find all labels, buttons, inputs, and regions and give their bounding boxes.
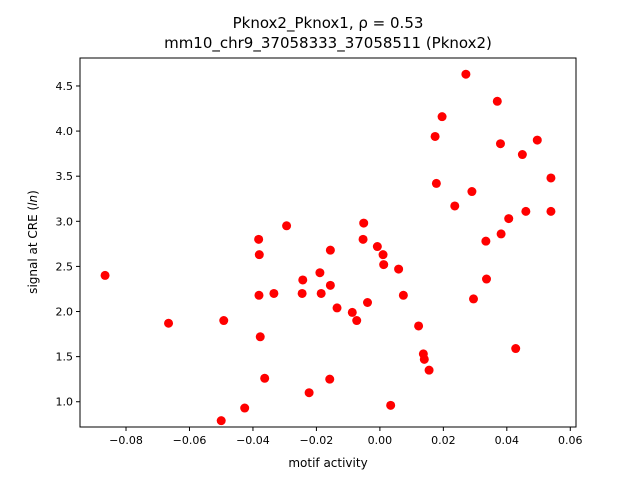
data-point xyxy=(492,96,502,106)
data-point xyxy=(517,150,527,160)
x-tick-label: −0.06 xyxy=(173,434,207,447)
data-point xyxy=(260,373,270,383)
data-points xyxy=(100,69,556,426)
data-point xyxy=(379,260,389,270)
data-point xyxy=(481,236,491,246)
x-tick-label: 0.06 xyxy=(558,434,583,447)
data-point xyxy=(100,270,110,280)
chart-title-line1: Pknox2_Pknox1, ρ = 0.53 xyxy=(233,14,424,33)
y-tick-label: 2.5 xyxy=(56,260,74,273)
data-point xyxy=(378,250,388,260)
data-point xyxy=(325,280,335,290)
data-point xyxy=(546,173,556,183)
x-tick-label: −0.08 xyxy=(109,434,143,447)
data-point xyxy=(398,290,408,300)
data-point xyxy=(282,221,292,231)
data-point xyxy=(521,206,531,216)
data-point xyxy=(254,290,264,300)
x-tick-label: 0.02 xyxy=(431,434,456,447)
data-point xyxy=(347,307,357,317)
data-point xyxy=(461,69,471,79)
data-point xyxy=(254,250,264,260)
y-tick-label: 1.0 xyxy=(56,396,74,409)
data-point xyxy=(511,344,521,354)
data-point xyxy=(255,332,265,342)
x-tick-label: −0.02 xyxy=(300,434,334,447)
y-axis-ticks: 1.0 1.5 2.0 2.5 3.0 3.5 4.0 4.5 xyxy=(56,80,80,409)
y-axis-label: signal at CRE (ln) xyxy=(26,190,40,294)
data-point xyxy=(430,131,440,141)
data-point xyxy=(325,374,335,384)
y-tick-label: 4.0 xyxy=(56,125,74,138)
data-point xyxy=(386,400,396,410)
data-point xyxy=(358,234,368,244)
data-point xyxy=(372,242,382,252)
data-point xyxy=(450,201,460,211)
data-point xyxy=(240,403,250,413)
chart-title-line2: mm10_chr9_37058333_37058511 (Pknox2) xyxy=(164,34,492,53)
y-axis-label-prefix: signal at CRE ( xyxy=(26,206,40,294)
data-point xyxy=(332,303,342,313)
y-axis-label-suffix: ) xyxy=(26,190,40,195)
data-point xyxy=(298,275,308,285)
data-point xyxy=(254,234,264,244)
y-tick-label: 3.0 xyxy=(56,215,74,228)
data-point xyxy=(316,288,326,298)
x-tick-label: 0.04 xyxy=(495,434,520,447)
data-point xyxy=(546,206,556,216)
y-tick-label: 4.5 xyxy=(56,80,74,93)
x-tick-label: 0.00 xyxy=(368,434,393,447)
data-point xyxy=(269,288,279,298)
data-point xyxy=(468,294,478,304)
data-point xyxy=(532,135,542,145)
data-point xyxy=(419,354,429,364)
data-point xyxy=(431,178,441,188)
data-point xyxy=(216,416,226,426)
data-point xyxy=(304,388,314,398)
data-point xyxy=(424,365,434,375)
y-tick-label: 2.0 xyxy=(56,306,74,319)
data-point xyxy=(504,214,514,224)
data-point xyxy=(467,187,477,197)
data-point xyxy=(495,139,505,149)
x-tick-label: −0.04 xyxy=(236,434,270,447)
y-axis-label-ln: ln xyxy=(26,195,40,206)
data-point xyxy=(359,218,369,228)
data-point xyxy=(496,229,506,239)
x-axis-ticks: −0.08 −0.06 −0.04 −0.02 0.00 0.02 0.04 0.06 xyxy=(109,427,583,447)
data-point xyxy=(297,288,307,298)
data-point xyxy=(164,318,174,328)
data-point xyxy=(482,274,492,284)
data-point xyxy=(414,321,424,331)
x-axis-label: motif activity xyxy=(288,456,367,470)
data-point xyxy=(325,245,335,255)
plot-area-frame xyxy=(79,57,577,428)
data-point xyxy=(315,268,325,278)
data-point xyxy=(437,112,447,122)
data-point xyxy=(219,316,229,326)
data-point xyxy=(363,297,373,307)
y-tick-label: 1.5 xyxy=(56,351,74,364)
data-point xyxy=(394,264,404,274)
y-tick-label: 3.5 xyxy=(56,170,74,183)
data-point xyxy=(352,316,362,326)
